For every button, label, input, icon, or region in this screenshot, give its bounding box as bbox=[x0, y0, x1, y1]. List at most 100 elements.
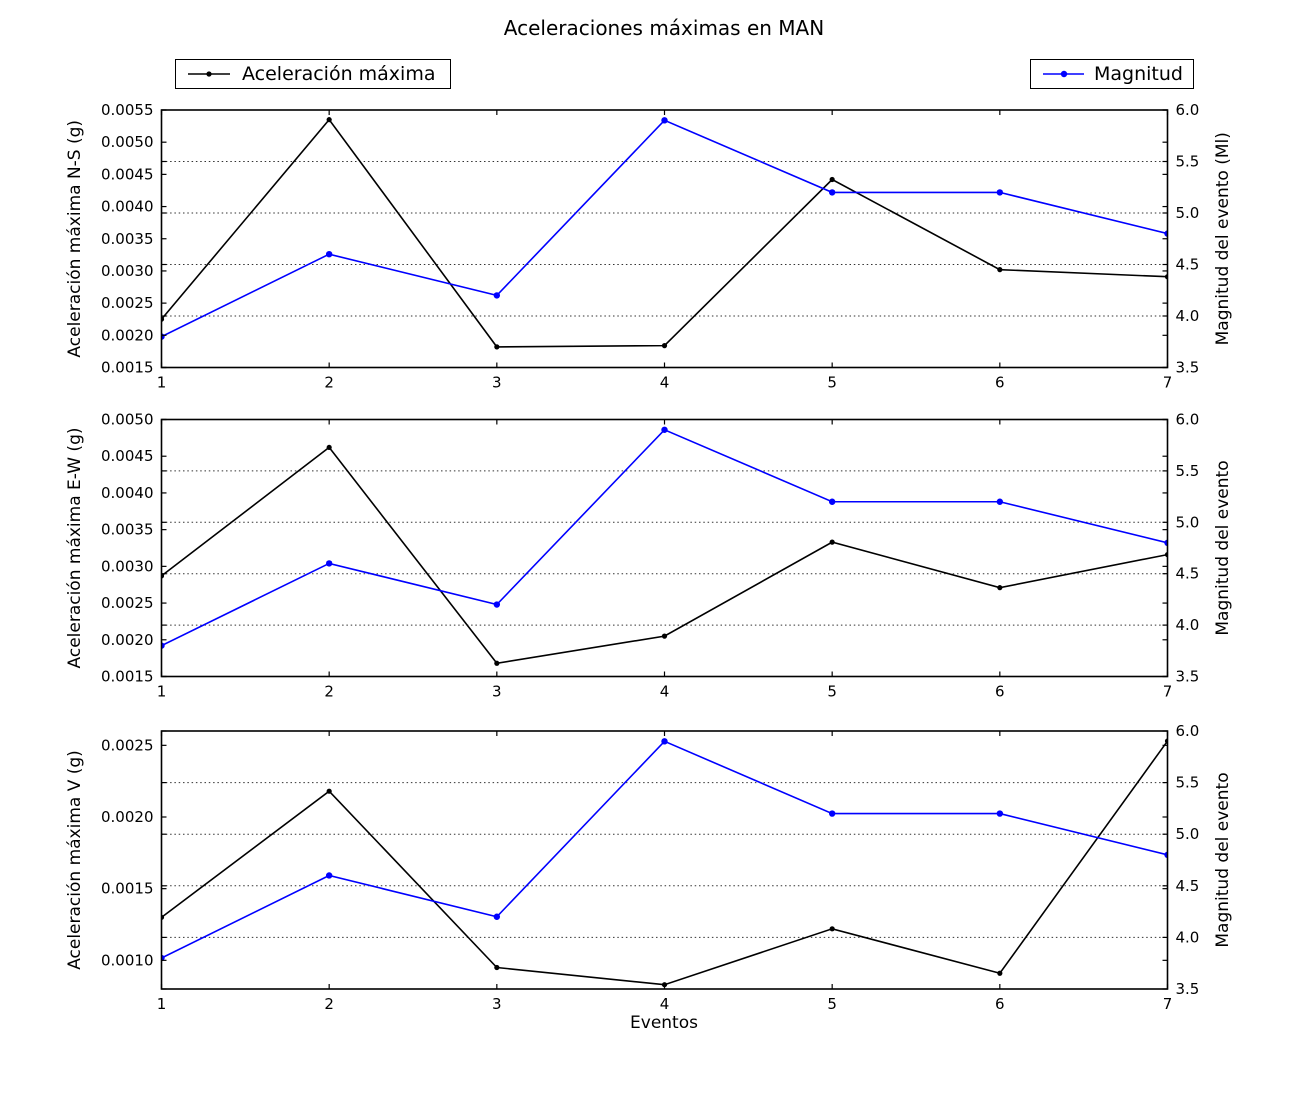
axes-frame bbox=[160, 109, 1169, 369]
ylabel-left: Aceleración máxima E-W (g) bbox=[65, 428, 85, 669]
data-point-magnitude bbox=[325, 560, 333, 567]
series-acceleration bbox=[161, 738, 1168, 988]
y-tick-label-left: 0.0040 bbox=[101, 484, 154, 502]
data-point-magnitude bbox=[661, 117, 668, 124]
series-line-acceleration bbox=[161, 118, 1168, 348]
legend-acceleration-line-icon bbox=[188, 71, 230, 77]
y-tick-label-left: 0.0045 bbox=[101, 165, 154, 183]
data-point-acceleration bbox=[494, 344, 500, 350]
y-tick-label-left: 0.0015 bbox=[101, 668, 154, 686]
x-tick-label: 4 bbox=[660, 374, 670, 392]
subplot-v: 0.0010 0.0015 0.0020 0.0025 3.5 4.0 4.5 5.0 5.5 6… bbox=[65, 722, 1233, 1013]
y-tick-label-left: 0.0035 bbox=[101, 521, 154, 539]
y-tick-label-left: 0.0050 bbox=[101, 133, 154, 151]
data-point-acceleration bbox=[661, 633, 668, 639]
x-tick-label: 5 bbox=[827, 374, 837, 392]
data-point-magnitude bbox=[661, 738, 668, 745]
y-tick-label-right: 5.0 bbox=[1176, 204, 1200, 222]
y-tick-label-right: 4.0 bbox=[1176, 307, 1200, 325]
y-tick-label-left: 0.0035 bbox=[101, 230, 154, 248]
series-line-acceleration bbox=[161, 740, 1168, 986]
y-tick-label-left: 0.0020 bbox=[101, 808, 154, 826]
x-tick-label: 4 bbox=[660, 683, 670, 701]
series-line-acceleration bbox=[161, 446, 1168, 665]
x-tick-label: 7 bbox=[1163, 374, 1173, 392]
figure-title: Aceleraciones máximas en MAN bbox=[503, 16, 825, 40]
ylabel-right: Magnitud del evento bbox=[1213, 772, 1233, 947]
series-acceleration bbox=[161, 444, 1168, 666]
series-acceleration bbox=[161, 117, 1168, 350]
data-point-magnitude bbox=[828, 810, 836, 817]
y-tick-label-left: 0.0025 bbox=[101, 294, 154, 312]
data-point-acceleration bbox=[494, 964, 500, 971]
subplot-ns: 0.0015 0.0020 0.0025 0.0030 0.0035 0.0040 0.00… bbox=[65, 101, 1233, 392]
data-point-acceleration bbox=[829, 539, 835, 545]
y-tick-label-right: 4.0 bbox=[1176, 928, 1200, 946]
subplot-ew: 0.0015 0.0020 0.0025 0.0030 0.0035 0.0040 0.00… bbox=[65, 411, 1233, 701]
data-point-magnitude bbox=[661, 426, 668, 433]
y-tick-label-left: 0.0050 bbox=[101, 411, 154, 429]
data-point-magnitude bbox=[325, 251, 333, 258]
legend-sample-marker bbox=[1060, 70, 1068, 78]
y-tick-label-left: 0.0055 bbox=[101, 101, 154, 119]
y-tick-label-left: 0.0020 bbox=[101, 326, 154, 344]
data-point-magnitude bbox=[996, 498, 1004, 505]
x-tick-label: 1 bbox=[157, 995, 167, 1013]
ylabel-right: Magnitud del evento (Ml) bbox=[1213, 132, 1233, 345]
y-tick-label-right: 3.5 bbox=[1176, 980, 1200, 998]
series-line-magnitude bbox=[161, 119, 1168, 338]
data-point-acceleration bbox=[326, 444, 332, 451]
x-tick-label: 6 bbox=[995, 374, 1005, 392]
legend-magnitude: Magnitud bbox=[1030, 59, 1194, 89]
data-point-acceleration bbox=[326, 117, 332, 123]
series-line-magnitude bbox=[161, 428, 1168, 647]
legend-magnitude-label: Magnitud bbox=[1094, 63, 1183, 85]
x-tick-label: 6 bbox=[995, 995, 1005, 1013]
y-tick-label-left: 0.0025 bbox=[101, 594, 154, 612]
data-point-magnitude bbox=[493, 601, 501, 608]
y-tick-label-left: 0.0015 bbox=[101, 880, 154, 898]
data-point-acceleration bbox=[829, 926, 835, 932]
y-tick-label-left: 0.0025 bbox=[101, 736, 154, 754]
y-tick-label-right: 6.0 bbox=[1176, 722, 1200, 740]
data-point-magnitude bbox=[996, 810, 1004, 817]
data-point-magnitude bbox=[996, 189, 1004, 196]
series-magnitude bbox=[161, 738, 1168, 962]
y-tick-label-left: 0.0030 bbox=[101, 557, 154, 575]
y-tick-label-right: 5.5 bbox=[1176, 153, 1200, 171]
x-tick-label: 3 bbox=[492, 683, 502, 701]
y-tick-label-right: 4.5 bbox=[1176, 565, 1200, 583]
y-tick-label-right: 3.5 bbox=[1176, 668, 1200, 686]
x-tick-label: 7 bbox=[1163, 683, 1173, 701]
data-point-acceleration bbox=[326, 788, 332, 794]
data-point-acceleration bbox=[494, 660, 500, 666]
series-line-magnitude bbox=[161, 740, 1168, 959]
legend-sample-marker bbox=[206, 71, 212, 77]
y-tick-label-left: 0.0020 bbox=[101, 631, 154, 649]
y-tick-label-right: 5.0 bbox=[1176, 825, 1200, 843]
legend-acceleration-label: Aceleración máxima bbox=[242, 63, 436, 85]
y-tick-label-left: 0.0040 bbox=[101, 198, 154, 216]
y-tick-label-right: 6.0 bbox=[1176, 101, 1200, 119]
data-point-acceleration bbox=[997, 267, 1003, 273]
legend-magnitude-line-icon bbox=[1043, 70, 1085, 78]
x-tick-label: 1 bbox=[157, 683, 167, 701]
y-tick-label-right: 4.5 bbox=[1176, 256, 1200, 274]
data-point-acceleration bbox=[997, 970, 1003, 976]
legend-acceleration: Aceleración máxima bbox=[175, 59, 451, 89]
y-tick-label-left: 0.0010 bbox=[101, 951, 154, 969]
x-tick-label: 7 bbox=[1163, 995, 1173, 1013]
ylabel-left: Aceleración máxima V (g) bbox=[65, 750, 85, 970]
x-tick-label: 5 bbox=[827, 683, 837, 701]
x-tick-label: 4 bbox=[660, 995, 670, 1013]
data-point-acceleration bbox=[829, 176, 835, 183]
y-tick-label-right: 6.0 bbox=[1176, 411, 1200, 429]
data-point-magnitude bbox=[828, 189, 836, 196]
y-tick-label-right: 5.5 bbox=[1176, 774, 1200, 792]
x-tick-label: 5 bbox=[827, 995, 837, 1013]
x-tick-label: 2 bbox=[324, 374, 334, 392]
x-tick-label: 2 bbox=[324, 995, 334, 1013]
y-tick-label-right: 4.0 bbox=[1176, 616, 1200, 634]
